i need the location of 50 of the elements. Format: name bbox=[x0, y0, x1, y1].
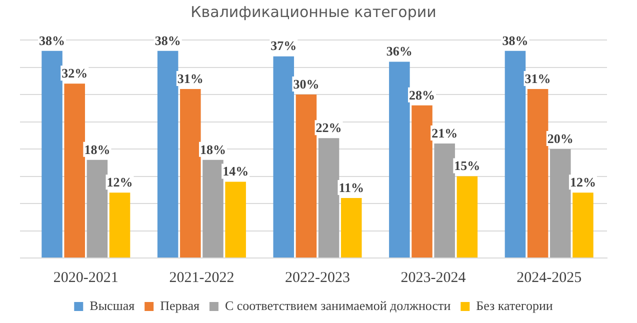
data-label: 28% bbox=[409, 87, 436, 102]
data-label: 18% bbox=[200, 142, 226, 157]
legend-label: Первая bbox=[160, 298, 200, 313]
data-label: 12% bbox=[570, 174, 596, 190]
data-label: 36% bbox=[386, 44, 412, 59]
bar bbox=[273, 56, 294, 258]
data-label: 31% bbox=[524, 70, 551, 86]
bar bbox=[42, 50, 62, 258]
bar bbox=[456, 176, 478, 258]
bar bbox=[109, 192, 130, 258]
data-label: 11% bbox=[338, 180, 364, 195]
data-label: 38% bbox=[502, 32, 528, 48]
bar bbox=[225, 182, 246, 258]
data-label: 32% bbox=[62, 65, 88, 80]
data-label: 31% bbox=[177, 70, 204, 86]
bar bbox=[504, 50, 526, 258]
data-label: 37% bbox=[270, 38, 297, 54]
bar bbox=[527, 89, 548, 258]
data-label: 30% bbox=[293, 76, 320, 92]
data-label: 18% bbox=[84, 142, 110, 157]
bar bbox=[157, 50, 178, 258]
data-label: 12% bbox=[106, 174, 133, 190]
bar bbox=[202, 160, 224, 258]
bar bbox=[434, 144, 455, 258]
data-label: 20% bbox=[547, 130, 574, 146]
data-label: 38% bbox=[39, 32, 66, 48]
bar bbox=[389, 62, 410, 258]
data-label: 14% bbox=[222, 164, 249, 179]
data-label: 22% bbox=[316, 120, 342, 135]
bar bbox=[412, 105, 432, 258]
legend-label: Без категории bbox=[476, 298, 553, 313]
bar bbox=[64, 84, 85, 258]
data-label: 15% bbox=[454, 158, 480, 174]
data-label: 21% bbox=[432, 125, 458, 140]
bar bbox=[296, 94, 317, 258]
chart-title: Квалификационные категории bbox=[190, 2, 436, 21]
data-label: 38% bbox=[154, 32, 181, 48]
x-tick-label: 2022-2023 bbox=[285, 270, 350, 286]
x-tick-label: 2020-2021 bbox=[53, 270, 118, 286]
x-tick-label: 2023-2024 bbox=[400, 270, 466, 286]
bar bbox=[340, 198, 362, 258]
x-tick-label: 2024-2025 bbox=[516, 270, 582, 286]
bar bbox=[550, 149, 571, 258]
legend-label: Высшая bbox=[90, 298, 135, 313]
bar bbox=[318, 138, 340, 258]
bar bbox=[86, 160, 108, 258]
bar bbox=[572, 192, 594, 258]
bar bbox=[180, 89, 201, 258]
x-tick-label: 2021-2022 bbox=[169, 270, 234, 286]
legend-label: С соответствием занимаемой должности bbox=[224, 298, 451, 313]
